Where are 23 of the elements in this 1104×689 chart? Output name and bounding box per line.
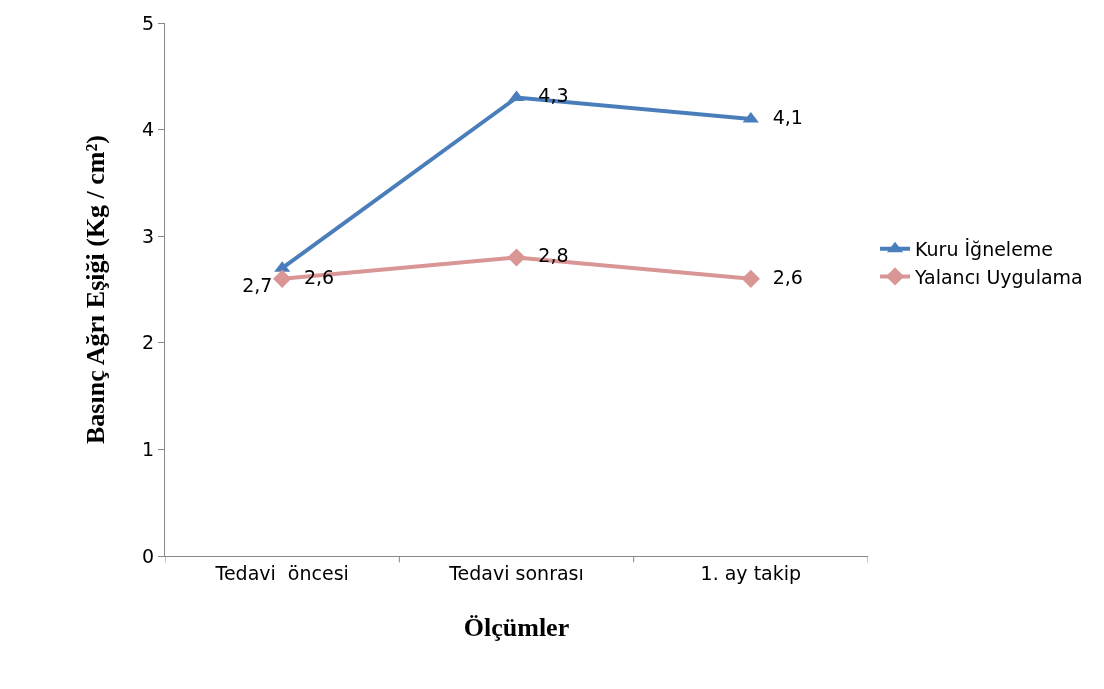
y-tick-label: 3 <box>142 224 155 247</box>
y-tick-label: 1 <box>142 438 155 461</box>
y-axis-title: Basınç Ağrı Eşiği (Kg / cm²) <box>80 135 110 444</box>
data-label: 4,1 <box>760 105 803 128</box>
point <box>273 269 292 288</box>
point <box>508 90 525 102</box>
data-label: 2,7 <box>242 274 273 297</box>
y-tick-label: 0 <box>142 544 155 567</box>
y-tick-label: 2 <box>142 331 155 354</box>
y-tick-label: 5 <box>142 11 155 34</box>
legend-label: Yalancı Uygulama <box>914 265 1083 288</box>
data-label: 2,6 <box>291 265 335 288</box>
legend-label: Kuru İğneleme <box>915 238 1054 261</box>
x-tick-label: 1. ay takip <box>700 561 802 584</box>
x-tick-label: Tedavi sonrası <box>448 561 584 584</box>
point <box>507 248 526 267</box>
x-axis-title: Ölçümler <box>463 613 570 643</box>
y-tick-label: 4 <box>142 118 155 141</box>
data-label: 2,6 <box>760 265 803 288</box>
x-tick-label: Tedavi öncesi <box>214 561 349 584</box>
data-label: 2,8 <box>526 244 569 267</box>
point <box>741 269 760 288</box>
point <box>742 111 759 123</box>
